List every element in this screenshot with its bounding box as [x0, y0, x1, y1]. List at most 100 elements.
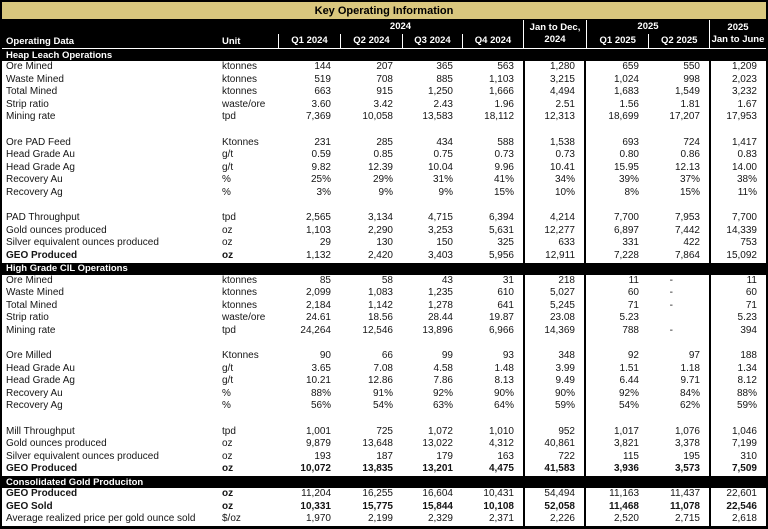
cell-value: 885 — [436, 73, 453, 85]
table-row: Waste Mined ktonnes 519 708 885 1,103 3,215 1,0… — [2, 73, 766, 87]
cell-value: 187 — [376, 450, 393, 462]
row-label — [2, 200, 208, 213]
row-unit: g/t — [222, 375, 234, 387]
cell-value — [278, 337, 340, 350]
table-row: Strip ratio waste/ore 24.61 18.56 28.44 19.87… — [2, 312, 766, 325]
cell-value: 90% — [523, 387, 586, 401]
header-group-2025: 2025 Q1 2025 Q2 2025 — [586, 20, 709, 48]
cell-value: 2,618 — [709, 513, 766, 526]
column-header-operating-data: Operating Data — [6, 36, 75, 47]
row-label: Gold ounces produced — [6, 438, 107, 450]
cell-value: 365 — [436, 61, 453, 72]
cell-value: 193 — [314, 450, 331, 462]
column-header: Operating Data Unit 2024 Q1 2024 Q2 2024… — [2, 20, 766, 49]
row-unit — [208, 200, 278, 213]
cell-value: 9.82 — [311, 161, 331, 173]
cell-value: 4,475 — [488, 463, 514, 475]
table-row: GEO Produced oz 1,132 2,420 3,403 5,956 12,911… — [2, 249, 766, 263]
cell-value: 4,494 — [523, 86, 586, 99]
cell-value: 29% — [372, 174, 393, 186]
cell-value: 17,953 — [709, 111, 766, 124]
row-label — [2, 124, 208, 137]
table-title-bar: Key Operating Information — [2, 2, 766, 20]
cell-value: 207 — [376, 61, 393, 72]
row-unit — [208, 124, 278, 137]
cell-value: 434 — [436, 136, 453, 148]
cell-value — [648, 413, 709, 426]
cell-value: 1,549 — [674, 86, 700, 98]
table-row: Mining rate tpd 7,369 10,058 13,583 18,112 12,… — [2, 111, 766, 124]
row-label: Recovery Ag — [6, 186, 63, 198]
cell-value — [402, 413, 462, 426]
cell-value: 588 — [497, 136, 514, 148]
cell-value — [462, 413, 523, 426]
cell-value: 1,142 — [367, 299, 393, 311]
table-row-blank — [2, 337, 766, 351]
cell-value: 693 — [622, 136, 639, 148]
cell-value: 7,199 — [709, 438, 766, 451]
cell-value: 11,437 — [670, 488, 700, 499]
column-header-q2-2024: Q2 2024 — [340, 34, 402, 48]
table-row: Head Grade Au g/t 3.65 7.08 4.58 1.48 3.99 1.51… — [2, 362, 766, 376]
cell-value: 56% — [310, 400, 331, 412]
cell-value: 2,520 — [613, 513, 639, 525]
cell-value: 24,264 — [300, 324, 331, 336]
cell-value: 1.48 — [494, 362, 514, 374]
row-unit: oz — [222, 237, 233, 249]
row-label: Ore Mined — [6, 61, 53, 72]
group-label-2024: 2024 — [389, 21, 412, 32]
cell-value: 2,199 — [367, 513, 393, 525]
cell-value: 15.95 — [613, 161, 639, 173]
cell-value — [586, 124, 648, 137]
table-body: Heap Leach Operations Ore Mined ktonnes 144… — [2, 49, 766, 526]
cell-value: 10,108 — [483, 500, 514, 512]
cell-value: 285 — [376, 136, 393, 148]
cell-value: 1.34 — [709, 362, 766, 376]
cell-value: 394 — [709, 324, 766, 338]
row-label: Mill Throughput — [6, 425, 75, 437]
cell-value: 6.44 — [619, 375, 639, 387]
cell-value: 9.96 — [494, 161, 514, 173]
cell-value: 3.99 — [523, 362, 586, 376]
cell-value: 4,214 — [523, 212, 586, 225]
row-label: Waste Mined — [6, 287, 64, 299]
row-unit: ktonnes — [222, 61, 258, 72]
cell-value — [462, 124, 523, 137]
cell-value: 90 — [319, 350, 331, 362]
cell-value: 3,821 — [613, 438, 639, 450]
cell-value: 41,583 — [523, 463, 586, 476]
cell-value: 9% — [438, 186, 453, 198]
cell-value: 163 — [497, 450, 514, 462]
cell-value — [709, 413, 766, 426]
cell-value: 7,228 — [613, 249, 639, 261]
cell-value: 59% — [523, 400, 586, 414]
cell-value — [278, 200, 340, 213]
cell-value: 66 — [381, 350, 393, 362]
row-label: Total Mined — [6, 86, 58, 98]
row-unit: Ktonnes — [222, 350, 259, 362]
cell-value: 2,023 — [709, 73, 766, 87]
section-header: Consolidated Gold Produciton — [2, 476, 766, 488]
cell-value: 0.85 — [373, 149, 393, 161]
cell-value: 12,313 — [523, 111, 586, 124]
column-header-q1-2024: Q1 2024 — [278, 34, 340, 48]
cell-value: 28.44 — [427, 312, 453, 324]
column-header-q3-2024: Q3 2024 — [402, 34, 462, 48]
cell-value: 10% — [523, 186, 586, 200]
cell-value — [523, 337, 586, 351]
cell-value: 1,103 — [305, 224, 331, 236]
cell-value: 331 — [622, 237, 639, 249]
cell-value: 3,232 — [709, 86, 766, 99]
cell-value: 0.80 — [619, 149, 639, 161]
row-unit: Ktonnes — [222, 136, 259, 148]
cell-value: 195 — [683, 450, 700, 462]
cell-value: 3,936 — [613, 463, 639, 475]
column-header-2025-jan-to-june: 2025 Jan to June — [709, 20, 766, 48]
column-header-q1-2025: Q1 2025 — [599, 35, 636, 46]
cell-value: 7,509 — [709, 463, 766, 476]
table-row: Recovery Au% 88% 91% 92% 90% 90% 92% 84% 88% — [2, 387, 766, 401]
cell-value: 708 — [376, 73, 393, 85]
cell-value: 97 — [688, 350, 700, 362]
row-label: PAD Throughput — [6, 212, 80, 224]
cell-value: 115 — [623, 450, 639, 462]
